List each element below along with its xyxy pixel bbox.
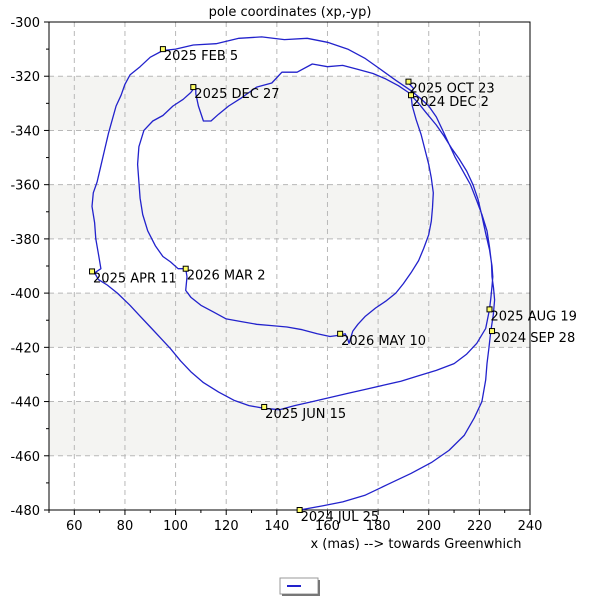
- y-tick-label: -360: [10, 179, 40, 194]
- plot-band: [49, 76, 530, 131]
- date-marker: [337, 330, 344, 337]
- date-label: 2026 MAR 2: [187, 269, 266, 284]
- date-marker: [182, 265, 189, 272]
- x-tick-label: 160: [315, 519, 340, 534]
- y-tick-label: -320: [10, 70, 40, 85]
- x-axis-label: x (mas) --> towards Greenwhich: [310, 537, 521, 552]
- x-tick-label: 60: [66, 519, 83, 534]
- x-tick-label: 200: [416, 519, 441, 534]
- date-label: 2025 DEC 27: [194, 87, 279, 102]
- date-marker: [408, 92, 415, 99]
- y-ticks: -300 -320 -340 -360 -380 -400 -420 -440 -460 -480: [10, 16, 49, 519]
- date-marker: [159, 46, 166, 53]
- grid-lines: [49, 22, 530, 510]
- x-tick-label: 220: [467, 519, 492, 534]
- x-tick-label: 240: [518, 519, 543, 534]
- y-tick-label: -300: [10, 16, 40, 31]
- y-tick-label: -480: [10, 504, 40, 519]
- date-marker: [486, 306, 493, 313]
- date-marker: [296, 507, 303, 513]
- x-tick-label: 120: [214, 519, 239, 534]
- plot-bands: [49, 76, 530, 456]
- y-tick-label: -400: [10, 287, 40, 302]
- y-tick-label: -340: [10, 124, 40, 139]
- date-marker: [190, 84, 197, 91]
- legend: [279, 577, 320, 596]
- date-label: 2025 AUG 19: [490, 309, 576, 324]
- x-tick-label: 140: [264, 519, 289, 534]
- date-label: 2025 JUN 15: [265, 407, 346, 422]
- date-label: 2024 SEP 28: [493, 331, 575, 346]
- date-annotations: 2024 JUL 25 2024 SEP 28 2024 DEC 2 2025 FEB…: [89, 46, 577, 525]
- plot-band: [49, 401, 530, 456]
- date-label: 2024 DEC 2: [412, 95, 489, 110]
- date-marker: [89, 268, 96, 275]
- date-label: 2025 APR 11: [93, 271, 177, 286]
- y-tick-label: -440: [10, 396, 40, 411]
- x-tick-label: 180: [366, 519, 391, 534]
- y-tick-label: -460: [10, 450, 40, 465]
- date-marker: [489, 328, 496, 335]
- chart-title: pole coordinates (xp,-yp): [209, 5, 372, 20]
- x-tick-label: 100: [163, 519, 188, 534]
- date-label: 2025 FEB 5: [164, 49, 238, 64]
- plot-band: [49, 293, 530, 348]
- y-tick-label: -380: [10, 233, 40, 248]
- date-marker: [405, 78, 412, 85]
- x-ticks: 60 80 100 120 140 160 180 200 220 240: [48, 510, 543, 534]
- date-label: 2025 OCT 23: [409, 82, 494, 97]
- plot-band: [49, 184, 530, 239]
- date-label: 2024 JUL 25: [301, 510, 379, 525]
- date-label: 2026 MAY 10: [341, 334, 426, 349]
- date-marker: [261, 403, 268, 410]
- x-tick-label: 80: [117, 519, 134, 534]
- y-tick-label: -420: [10, 341, 40, 356]
